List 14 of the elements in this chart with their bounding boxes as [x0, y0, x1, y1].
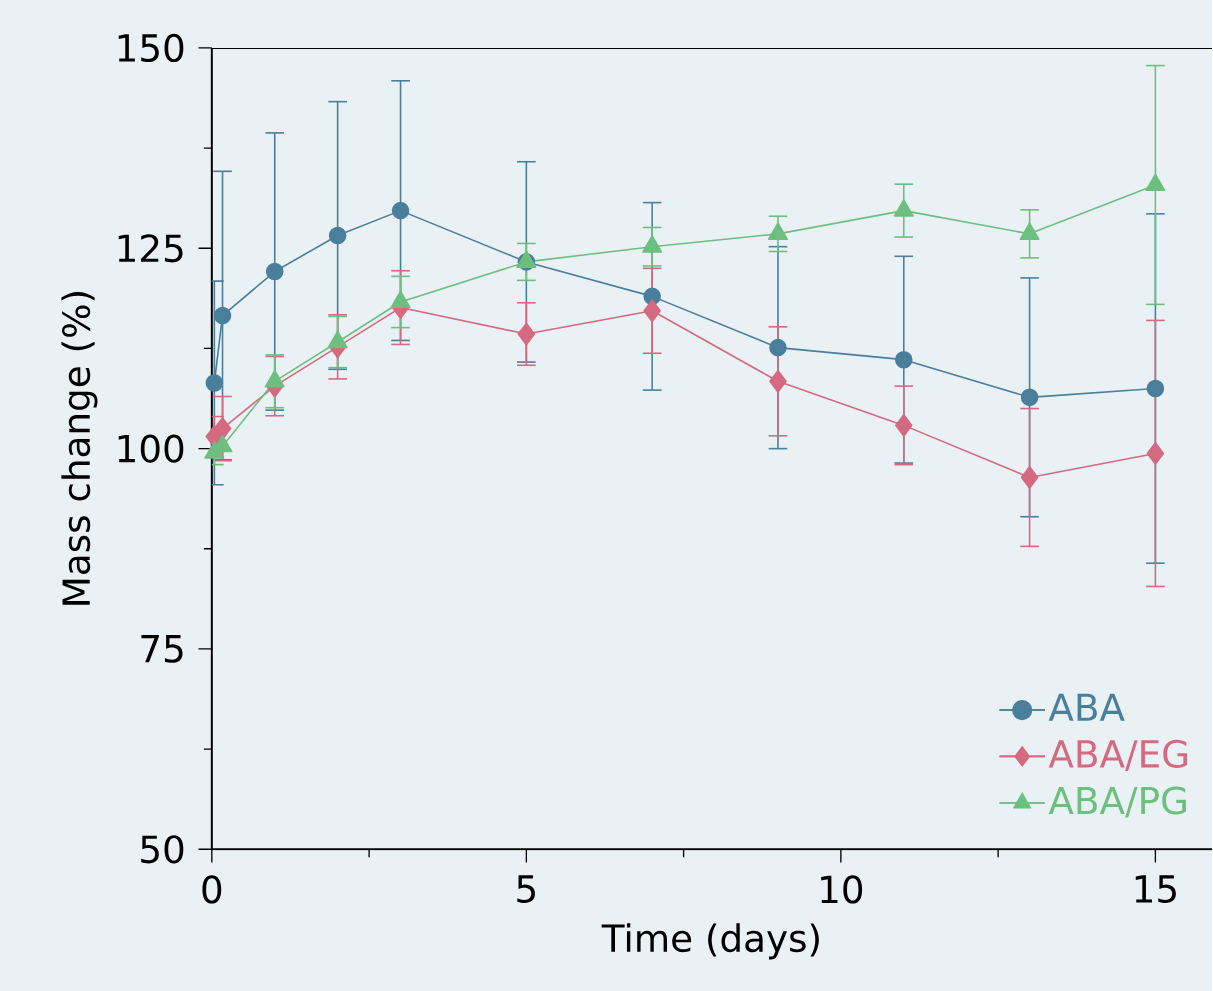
y-axis-title: Mass change (%) [61, 292, 98, 605]
y-tick-label: 75 [141, 635, 183, 663]
y-tick-label: 100 [118, 434, 184, 463]
legend-label: ABA/EG [1048, 739, 1188, 771]
legend-label: ABA/PG [1048, 786, 1186, 818]
x-tick-label: 5 [517, 875, 535, 903]
x-tick-label: 0 [202, 875, 222, 904]
y-tick-label: 125 [118, 234, 183, 263]
legend-label: ABA [1048, 693, 1125, 721]
x-axis-title: Time (days) [601, 923, 819, 960]
y-tick-label: 150 [118, 33, 184, 62]
y-tick-label: 50 [141, 835, 184, 864]
x-tick-label: 10 [821, 875, 863, 904]
x-tick-label: 15 [1135, 875, 1176, 903]
